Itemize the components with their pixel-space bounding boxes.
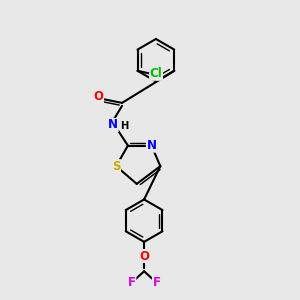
Text: H: H bbox=[120, 122, 128, 131]
Text: F: F bbox=[128, 276, 136, 289]
Text: Cl: Cl bbox=[150, 67, 163, 80]
Text: F: F bbox=[152, 276, 160, 289]
Text: N: N bbox=[146, 139, 157, 152]
Text: N: N bbox=[108, 118, 118, 131]
Text: O: O bbox=[94, 90, 103, 103]
Text: S: S bbox=[112, 160, 120, 173]
Text: O: O bbox=[139, 250, 149, 262]
